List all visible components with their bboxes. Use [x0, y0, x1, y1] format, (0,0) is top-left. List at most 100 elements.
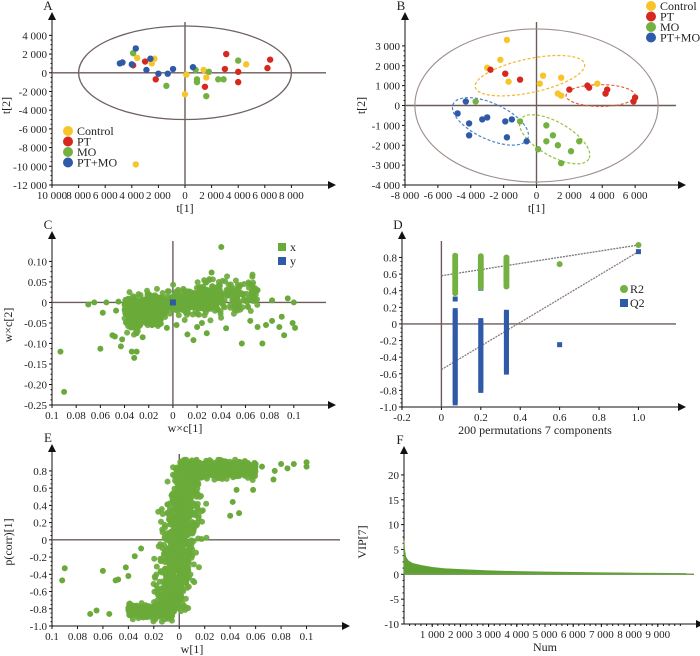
- x-tick-label: 3 000: [476, 629, 501, 641]
- x-axis-label: Num: [533, 640, 558, 654]
- r2-point: [477, 253, 484, 260]
- data-point: [174, 466, 181, 473]
- data-point-x: [139, 305, 146, 312]
- x-axis-arrow-icon: [696, 620, 700, 628]
- data-point: [158, 618, 165, 625]
- data-point-mo: [534, 146, 542, 153]
- data-point-x: [238, 291, 245, 298]
- data-point-x: [204, 294, 211, 301]
- panel-e: E0.80.60.40.20-0.2-0.4-0.6-0.8-1.00.1 0.0…: [1, 430, 350, 656]
- data-point-x: [225, 281, 232, 288]
- q2-point: [557, 342, 563, 348]
- y-tick-label: -0.8: [30, 604, 48, 616]
- data-point-x: [284, 295, 291, 302]
- data-point-x: [230, 310, 237, 317]
- data-point: [252, 472, 259, 479]
- data-point-control: [557, 92, 565, 99]
- x-tick-label: 0.8: [592, 412, 606, 424]
- data-point-x: [127, 324, 134, 331]
- data-point: [158, 602, 165, 609]
- x-tick-label: 0.06: [93, 631, 113, 643]
- x-tick-label: 0: [182, 190, 188, 202]
- y-tick-label: 0: [394, 569, 400, 581]
- y-axis-arrow-icon: [48, 231, 56, 239]
- data-point-x: [97, 345, 104, 352]
- data-point: [159, 595, 166, 602]
- data-point-x: [156, 310, 163, 317]
- data-point-x: [209, 276, 216, 283]
- data-point: [167, 607, 174, 614]
- data-point-x: [254, 324, 261, 331]
- data-point: [245, 465, 252, 472]
- x-axis-label: w×c[1]: [168, 421, 203, 435]
- data-point: [175, 496, 182, 503]
- x-tick-label: 0.06: [246, 631, 266, 643]
- x-tick-label: 0.1: [287, 410, 301, 422]
- r2-point: [452, 252, 459, 259]
- data-point-pt: [502, 70, 509, 77]
- data-point: [183, 524, 190, 531]
- data-point-x: [219, 277, 226, 284]
- data-point: [186, 507, 193, 514]
- x-tick-label: 4 000: [119, 190, 144, 202]
- data-point: [168, 597, 175, 604]
- data-point-pt: [223, 50, 230, 58]
- data-point: [145, 609, 152, 616]
- data-point-mo: [235, 57, 242, 64]
- data-point-x: [163, 324, 170, 331]
- panel-label: C: [44, 217, 53, 232]
- data-point-pt-mo: [164, 70, 171, 77]
- x-axis-arrow-icon: [328, 181, 336, 189]
- x-tick-label: -8 000: [391, 190, 420, 202]
- y-axis-arrow-icon: [401, 12, 409, 20]
- data-point-pt-mo: [483, 114, 491, 121]
- group-ellipse-control: [474, 54, 586, 97]
- legend-label: Q2: [630, 296, 645, 310]
- data-point-x: [247, 317, 254, 324]
- y-axis-label: p(corr)[1]: [1, 518, 15, 565]
- y-tick-label: -10: [384, 619, 399, 631]
- y-tick-label: -2 000: [19, 86, 48, 98]
- legend-label: MO: [660, 20, 680, 34]
- data-point: [203, 473, 210, 480]
- panel-label: D: [393, 217, 402, 232]
- data-point: [223, 475, 230, 482]
- x-tick-label: 0.6: [553, 412, 567, 424]
- data-point: [158, 557, 165, 564]
- data-point: [191, 579, 198, 586]
- data-point: [164, 478, 171, 485]
- x-tick-label: 4 000: [504, 629, 529, 641]
- data-point-x: [233, 288, 240, 295]
- data-point-x: [173, 322, 180, 328]
- q2-point: [452, 308, 458, 314]
- data-point: [87, 610, 94, 617]
- legend-label: R2: [630, 282, 644, 296]
- y-tick-label: 20: [388, 470, 400, 482]
- data-point: [270, 476, 277, 483]
- y-tick-label: -8 000: [19, 143, 48, 155]
- dense-point-cloud: [125, 456, 259, 625]
- data-point-x: [124, 329, 131, 336]
- data-point-x: [177, 305, 184, 312]
- data-point-x: [223, 325, 230, 332]
- data-point-pt-mo: [169, 65, 177, 73]
- x-tick-label: 0: [534, 190, 540, 202]
- data-point: [155, 508, 162, 515]
- data-point: [190, 561, 197, 568]
- data-point-x: [218, 244, 225, 251]
- panel-d: D0.80.60.40.20-0.2-0.4-0.6-0.8-1.0-0.2 0 0…: [380, 217, 686, 437]
- data-point: [195, 535, 202, 542]
- x-tick-label: 6 000: [623, 190, 648, 202]
- data-point-x: [248, 281, 255, 288]
- data-point-x: [126, 289, 133, 296]
- data-point-x: [198, 319, 205, 326]
- data-point-x: [245, 295, 252, 302]
- data-point-x: [85, 301, 92, 308]
- legend-marker-pt-mo: [63, 157, 73, 168]
- data-point: [181, 540, 188, 547]
- data-point: [165, 565, 172, 572]
- data-point: [284, 465, 291, 472]
- data-point: [59, 577, 66, 584]
- y-tick-label: -5: [390, 594, 400, 606]
- data-point-x: [153, 300, 160, 307]
